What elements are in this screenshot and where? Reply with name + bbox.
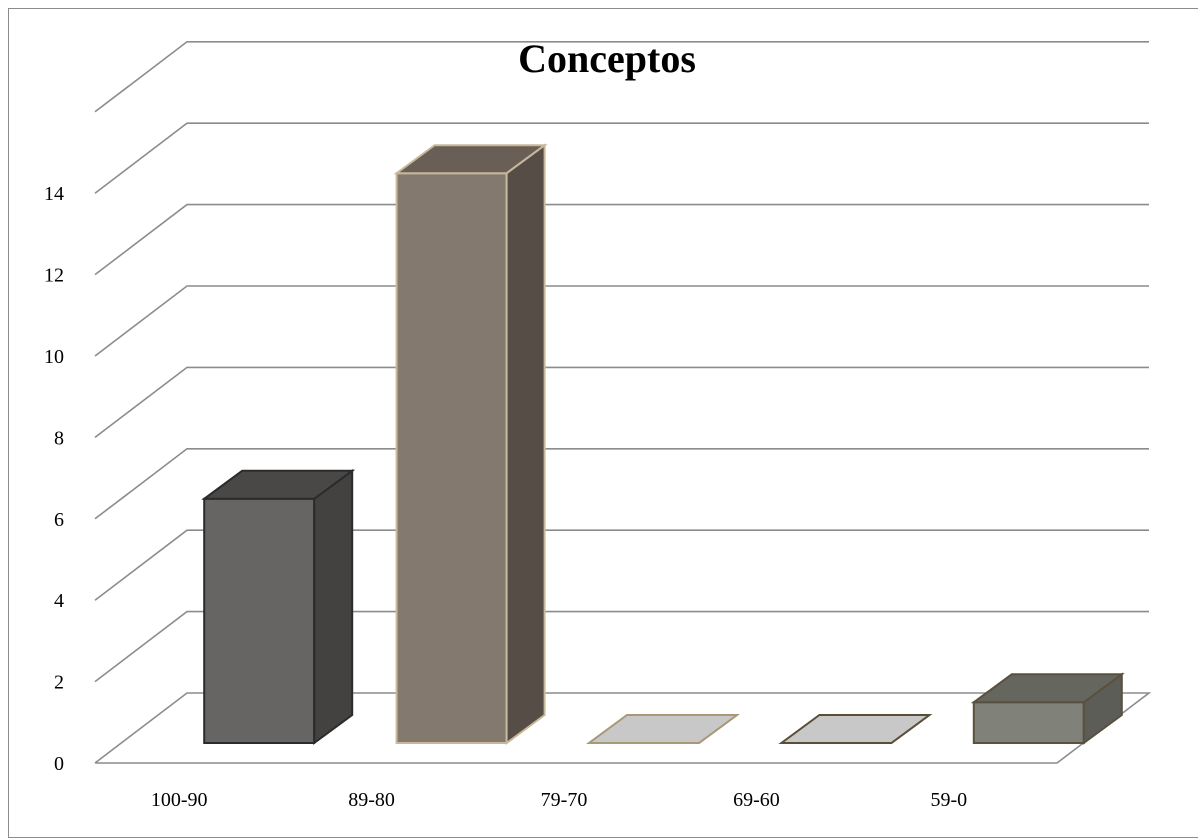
- gridline: [94, 366, 1149, 439]
- x-tick-label: 89-80: [348, 789, 395, 811]
- y-tick-label: 8: [54, 427, 64, 449]
- gridline: [94, 285, 1149, 357]
- y-tick-label: 6: [54, 509, 64, 531]
- gridline: [94, 447, 1149, 520]
- floor-outline: [94, 692, 1152, 764]
- bar-79-70: [585, 714, 741, 744]
- chart-title: Conceptos: [518, 36, 696, 81]
- gridline: [94, 203, 1149, 276]
- x-tick-label: 79-70: [541, 789, 588, 811]
- bar-89-80: [393, 143, 548, 745]
- bars-layer: [201, 143, 1125, 745]
- bar-top-face: [970, 673, 1125, 704]
- y-axis-ticks: 0 2 4 6 8 10 12 14: [44, 183, 64, 775]
- x-tick-label: 100-90: [151, 789, 208, 811]
- grid-layer: [94, 40, 1152, 764]
- bar-top-face: [778, 714, 933, 744]
- y-tick-label: 14: [44, 183, 64, 205]
- gridline: [94, 529, 1149, 601]
- bar-front-face: [395, 172, 508, 744]
- bar-side-face: [313, 468, 354, 745]
- bar-100-90: [201, 468, 356, 745]
- bar-top-face: [585, 714, 741, 744]
- gridline: [94, 40, 1149, 113]
- x-axis-ticks: 100-90 89-80 79-70 69-60 59-0: [151, 789, 967, 811]
- y-tick-label: 10: [44, 346, 64, 368]
- y-tick-label: 4: [54, 590, 64, 612]
- y-tick-label: 12: [44, 265, 64, 287]
- bar-top-face: [393, 144, 548, 175]
- bar-side-face: [505, 143, 546, 745]
- gridline: [94, 610, 1149, 683]
- y-tick-label: 0: [54, 753, 64, 775]
- bar-front-face: [203, 497, 316, 744]
- bar-front-face: [972, 701, 1085, 744]
- gridline: [94, 122, 1149, 194]
- bar-59-0: [970, 672, 1125, 745]
- bar-top-face: [201, 469, 356, 500]
- x-tick-label: 59-0: [930, 789, 967, 811]
- y-tick-label: 2: [54, 672, 64, 694]
- bar-69-60: [778, 714, 933, 744]
- x-tick-label: 69-60: [733, 789, 780, 811]
